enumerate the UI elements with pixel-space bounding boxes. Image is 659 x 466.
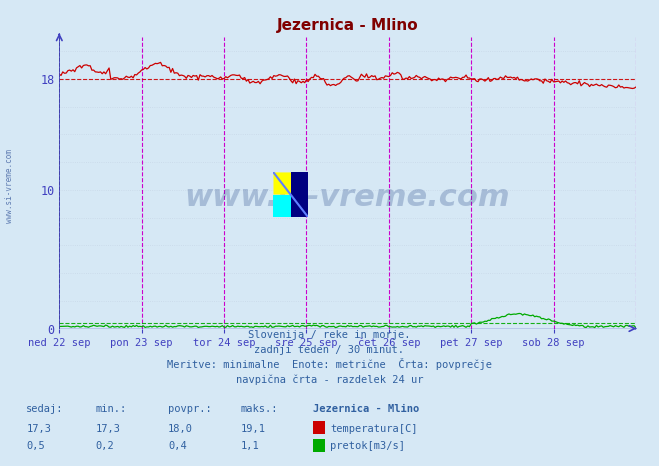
Polygon shape xyxy=(273,172,308,195)
Text: 19,1: 19,1 xyxy=(241,424,266,434)
Text: 0,2: 0,2 xyxy=(96,441,114,451)
Text: 0,5: 0,5 xyxy=(26,441,45,451)
Text: povpr.:: povpr.: xyxy=(168,404,212,414)
Text: sedaj:: sedaj: xyxy=(26,404,64,414)
Text: Slovenija / reke in morje.: Slovenija / reke in morje. xyxy=(248,330,411,340)
Text: pretok[m3/s]: pretok[m3/s] xyxy=(330,441,405,451)
Title: Jezernica - Mlino: Jezernica - Mlino xyxy=(277,18,418,34)
Polygon shape xyxy=(291,172,308,217)
Text: temperatura[C]: temperatura[C] xyxy=(330,424,418,434)
Text: maks.:: maks.: xyxy=(241,404,278,414)
Text: min.:: min.: xyxy=(96,404,127,414)
Text: www.si-vreme.com: www.si-vreme.com xyxy=(5,150,14,223)
Text: 17,3: 17,3 xyxy=(26,424,51,434)
Text: 1,1: 1,1 xyxy=(241,441,259,451)
Text: 0,4: 0,4 xyxy=(168,441,186,451)
Text: Jezernica - Mlino: Jezernica - Mlino xyxy=(313,404,419,414)
Polygon shape xyxy=(273,195,308,217)
Text: Meritve: minimalne  Enote: metrične  Črta: povprečje: Meritve: minimalne Enote: metrične Črta:… xyxy=(167,358,492,370)
Text: navpična črta - razdelek 24 ur: navpična črta - razdelek 24 ur xyxy=(236,374,423,384)
Text: 18,0: 18,0 xyxy=(168,424,193,434)
Text: 17,3: 17,3 xyxy=(96,424,121,434)
Text: zadnji teden / 30 minut.: zadnji teden / 30 minut. xyxy=(254,345,405,355)
Text: www.si-vreme.com: www.si-vreme.com xyxy=(185,183,511,212)
